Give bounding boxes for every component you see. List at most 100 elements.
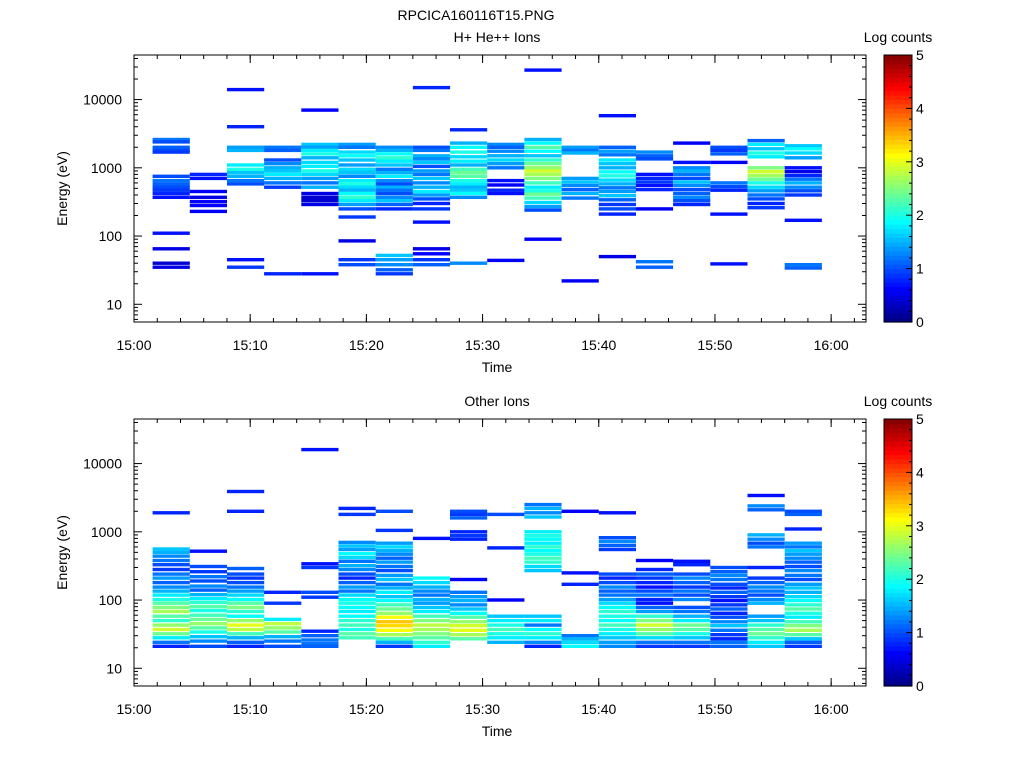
heatmap-cell bbox=[747, 138, 785, 143]
panel-2: Other Ions 15:00 15:10 15:20 15:30 15:40 15:50… bbox=[54, 393, 932, 739]
heatmap-cell bbox=[450, 174, 488, 178]
heatmap-cell bbox=[784, 166, 822, 170]
heatmap-cell bbox=[189, 203, 227, 208]
colorbar-segment bbox=[884, 663, 912, 669]
panel-title: H+ He++ Ions bbox=[454, 29, 541, 45]
colorbar-segment bbox=[884, 494, 912, 500]
heatmap-cell bbox=[412, 185, 451, 189]
heatmap-cell bbox=[264, 601, 302, 605]
heatmap-cell bbox=[301, 145, 339, 149]
colorbar-segment bbox=[884, 463, 912, 469]
heatmap-cell bbox=[747, 541, 785, 545]
heatmap-cell bbox=[338, 544, 376, 548]
heatmap-cell bbox=[635, 176, 674, 181]
colorbar-segment bbox=[884, 246, 912, 252]
heatmap-cell bbox=[524, 162, 562, 166]
heatmap-cell bbox=[747, 151, 785, 155]
heatmap-cell bbox=[635, 597, 674, 602]
heatmap-cell bbox=[784, 156, 822, 160]
colorbar-segment bbox=[884, 490, 912, 496]
colorbar-segment bbox=[884, 472, 912, 478]
colorbar-segment bbox=[884, 588, 912, 594]
heatmap-cell bbox=[412, 640, 451, 644]
heatmap-cell bbox=[710, 640, 748, 644]
heatmap-cell bbox=[524, 192, 562, 196]
heatmap-cell bbox=[487, 632, 525, 636]
heatmap-cell bbox=[152, 609, 190, 614]
x-tick-label: 15:30 bbox=[465, 701, 500, 717]
heatmap-cell bbox=[598, 207, 636, 211]
heatmap-cell bbox=[747, 155, 785, 159]
colorbar-tick-label: 1 bbox=[916, 625, 924, 641]
heatmap-cell bbox=[338, 589, 376, 593]
heatmap-cell bbox=[598, 511, 636, 515]
heatmap-cell bbox=[747, 632, 785, 636]
heatmap-cell bbox=[412, 597, 451, 602]
colorbar-segment bbox=[884, 259, 912, 265]
colorbar-tick-label: 4 bbox=[916, 100, 924, 116]
heatmap-cell bbox=[412, 609, 451, 614]
heatmap-cell bbox=[264, 272, 302, 276]
heatmap-cell bbox=[710, 145, 748, 149]
colorbar-segment bbox=[884, 192, 912, 198]
heatmap-cell bbox=[598, 597, 636, 602]
heatmap-cell bbox=[338, 263, 376, 267]
heatmap-cell bbox=[673, 623, 711, 627]
heatmap-cell bbox=[375, 253, 413, 258]
heatmap-cell bbox=[524, 640, 562, 644]
heatmap-cell bbox=[152, 247, 190, 251]
colorbar-tick-label: 3 bbox=[916, 154, 924, 170]
colorbar-segment bbox=[884, 530, 912, 536]
heatmap-cell bbox=[338, 145, 376, 149]
heatmap-cell bbox=[673, 183, 711, 188]
y-tick-label: 100 bbox=[99, 228, 123, 244]
heatmap-cell bbox=[301, 641, 339, 646]
heatmap-cell bbox=[227, 258, 265, 262]
colorbar-segment bbox=[884, 99, 912, 105]
heatmap-cell bbox=[264, 622, 302, 626]
heatmap-cell bbox=[189, 592, 227, 597]
heatmap-cell bbox=[264, 148, 302, 153]
heatmap-cell bbox=[747, 169, 785, 174]
heatmap-cell bbox=[189, 626, 227, 630]
heatmap-cell bbox=[450, 141, 488, 145]
heatmap-cell bbox=[598, 170, 636, 174]
heatmap-cell bbox=[561, 191, 599, 196]
heatmap-cell bbox=[784, 173, 822, 178]
heatmap-cell bbox=[561, 187, 599, 192]
heatmap-cell bbox=[375, 607, 413, 611]
heatmap-cell bbox=[710, 637, 748, 641]
heatmap-cell bbox=[375, 560, 413, 564]
heatmap-cell bbox=[524, 618, 562, 623]
heatmap-cell bbox=[635, 572, 674, 576]
heatmap-cell bbox=[227, 623, 265, 627]
heatmap-cell bbox=[227, 605, 265, 610]
heatmap-cell bbox=[673, 644, 711, 648]
heatmap-cell bbox=[227, 593, 265, 597]
heatmap-cell bbox=[375, 624, 413, 628]
colorbar-segment bbox=[884, 427, 912, 433]
heatmap-cell bbox=[152, 185, 190, 189]
heatmap-cell bbox=[338, 199, 376, 203]
heatmap-cell bbox=[412, 85, 451, 90]
heatmap-cell bbox=[152, 644, 190, 648]
heatmap-cell bbox=[338, 547, 376, 552]
heatmap-cell bbox=[338, 239, 376, 243]
heatmap-cell bbox=[747, 593, 785, 597]
heatmap-cell bbox=[152, 550, 190, 554]
heatmap-cell bbox=[524, 506, 562, 511]
colorbar-segment bbox=[884, 605, 912, 611]
colorbar-segment bbox=[884, 290, 912, 296]
heatmap-cell bbox=[375, 545, 413, 549]
heatmap-cell bbox=[152, 589, 190, 593]
heatmap-cell bbox=[301, 108, 339, 112]
heatmap-cell bbox=[227, 632, 265, 636]
heatmap-cell bbox=[227, 167, 265, 171]
heatmap-cell bbox=[412, 164, 451, 169]
heatmap-cell bbox=[375, 590, 413, 594]
heatmap-cell bbox=[375, 582, 413, 586]
heatmap-cell bbox=[450, 261, 488, 265]
colorbar-segment bbox=[884, 503, 912, 509]
heatmap-cell bbox=[784, 611, 822, 615]
heatmap-cell bbox=[264, 644, 302, 648]
